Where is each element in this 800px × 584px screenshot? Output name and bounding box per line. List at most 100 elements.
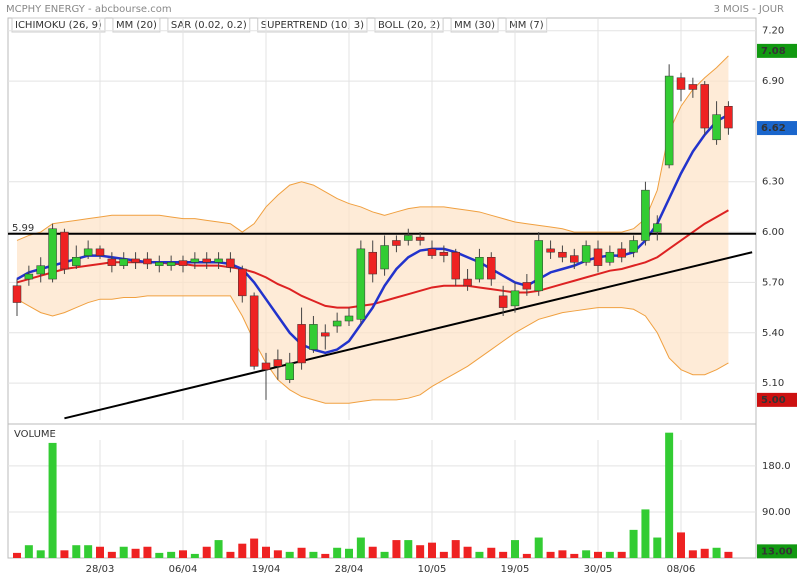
x-tick-label: 08/06: [667, 564, 696, 575]
candle-body: [249, 295, 259, 367]
candle-body: [546, 248, 555, 253]
volume-bar: [712, 547, 721, 558]
candle-body: [95, 248, 105, 256]
volume-bar: [202, 546, 211, 558]
candle-body: [83, 248, 93, 256]
volume-bar: [534, 537, 543, 558]
volume-bar: [629, 529, 638, 558]
volume-bar: [238, 543, 247, 558]
candle-body: [724, 105, 733, 129]
candle-body: [344, 315, 354, 322]
volume-bar: [333, 547, 342, 558]
volume-bar: [119, 546, 128, 558]
volume-bar: [392, 540, 401, 558]
volume-flag: [757, 544, 797, 559]
volume-bar: [179, 550, 187, 558]
volume-bar: [250, 538, 259, 558]
y-tick-label: 5.40: [762, 328, 784, 339]
legend-box: [112, 17, 161, 33]
x-tick-label: 19/05: [501, 564, 530, 575]
candle-body: [570, 255, 579, 263]
candle-body: [534, 240, 543, 292]
candle-body: [380, 245, 389, 270]
volume-bar: [594, 551, 602, 558]
volume-bar: [404, 540, 413, 558]
candle-body: [107, 258, 117, 266]
volume-bar: [24, 545, 33, 558]
candle-body: [356, 248, 366, 320]
candle-body: [605, 251, 615, 263]
volume-bar: [641, 509, 650, 558]
volume-bar: [356, 537, 365, 558]
trendline: [64, 251, 753, 420]
volume-bar: [96, 546, 104, 558]
legend-label: MM (20): [116, 20, 157, 31]
y-tick-label: 6.90: [762, 76, 784, 87]
legend-box: [11, 17, 106, 33]
price-flag-label: 5.00: [761, 395, 786, 406]
price-flag: [757, 121, 797, 136]
candle-body: [214, 258, 223, 263]
y-tick-label: 5.70: [762, 277, 784, 288]
volume-bar: [700, 548, 709, 558]
volume-bar: [131, 548, 140, 558]
volume-bar: [558, 550, 567, 558]
candle-body: [178, 260, 188, 266]
volume-bar: [60, 550, 69, 558]
volume-bar: [368, 546, 377, 558]
candle-body: [617, 248, 626, 258]
volume-bar: [155, 552, 164, 558]
candle-body: [143, 258, 152, 265]
volume-bar: [285, 551, 294, 558]
volume-flag-label: 13.00: [761, 546, 793, 557]
x-tick-label: 30/05: [584, 564, 613, 575]
legend-label: ICHIMOKU (26, 9): [15, 20, 102, 31]
volume-bar: [617, 551, 626, 558]
x-tick-label: 10/05: [418, 564, 447, 575]
y-tick-label: 7.20: [762, 26, 784, 37]
candle-body: [463, 278, 472, 287]
candle-body: [629, 240, 638, 253]
candle-body: [309, 324, 318, 350]
volume-bar: [262, 546, 270, 558]
volume-bar: [321, 553, 330, 558]
candle-body: [392, 240, 401, 246]
volume-bar: [439, 551, 448, 558]
volume-bar: [72, 545, 81, 558]
volume-bar: [226, 551, 235, 558]
y-tick-label: 6.00: [762, 227, 784, 238]
legend-box: [374, 17, 444, 33]
volume-bar: [463, 546, 472, 558]
volume-bar: [499, 551, 508, 558]
candle-body: [581, 245, 591, 263]
legend-box: [167, 17, 251, 33]
legend-box: [505, 17, 548, 33]
indicator-line: [16, 55, 729, 241]
candle-body: [48, 228, 57, 280]
volume-bar: [724, 551, 733, 558]
volume-bar: [214, 540, 223, 558]
candle-body: [712, 114, 721, 141]
volume-bar: [84, 545, 93, 558]
volume-bar: [511, 540, 519, 558]
x-tick-label: 28/04: [335, 564, 364, 575]
bollinger-fill: [17, 55, 729, 404]
candle-body: [60, 231, 69, 270]
volume-bar: [13, 552, 21, 558]
legend-label: MM (7): [509, 20, 544, 31]
candle-body: [72, 257, 81, 266]
candle-body: [131, 258, 140, 263]
volume-bar: [570, 553, 579, 558]
candle-body: [166, 262, 176, 266]
candle-body: [676, 77, 686, 90]
candle-body: [332, 320, 342, 327]
price-flag-label: 6.62: [761, 123, 786, 134]
y-tick-label: 6.30: [762, 177, 784, 188]
x-tick-label: 28/03: [86, 564, 115, 575]
candle-body: [415, 236, 425, 241]
volume-bar: [380, 551, 389, 558]
y-tick-label: 5.10: [762, 378, 784, 389]
volume-bar: [665, 432, 674, 558]
candle-body: [653, 223, 662, 233]
